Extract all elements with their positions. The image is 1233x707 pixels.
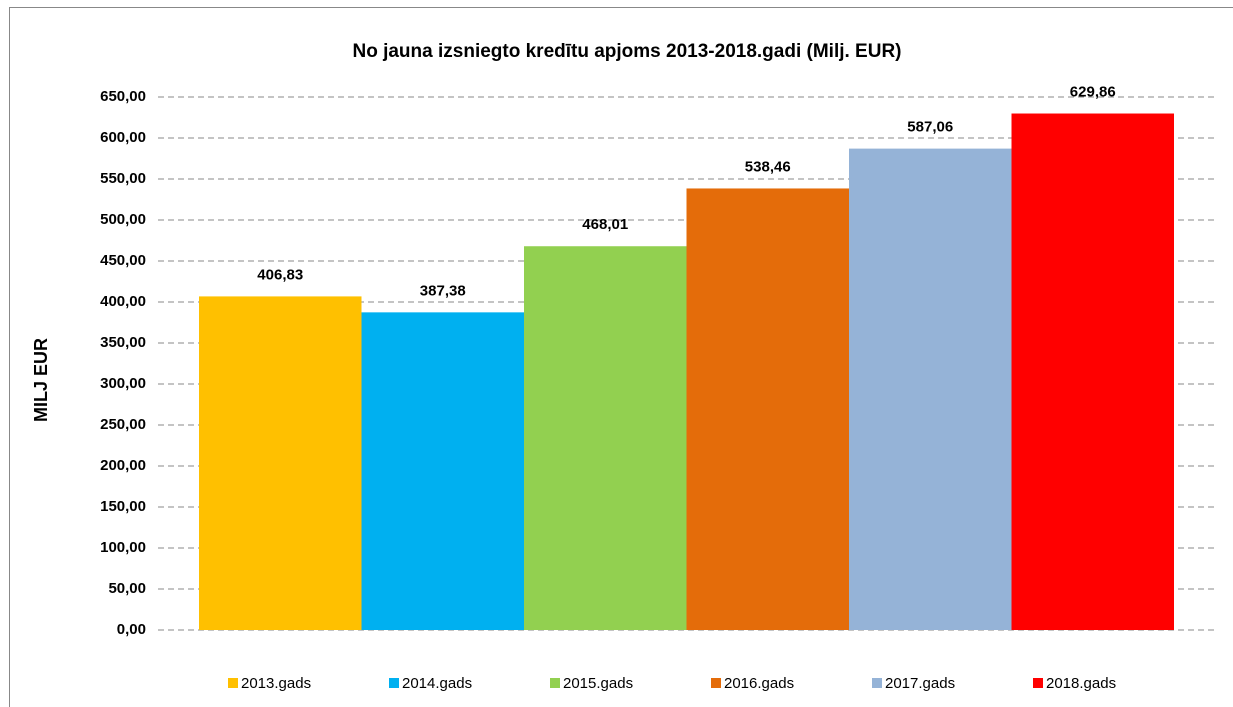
value-label: 387,38 <box>420 282 466 299</box>
legend-swatch <box>228 678 238 688</box>
y-tick-label: 100,00 <box>100 539 146 556</box>
bar <box>361 312 524 630</box>
legend-label: 2015.gads <box>563 675 633 692</box>
bar <box>524 246 687 630</box>
value-label: 468,01 <box>582 216 628 233</box>
chart-title: No jauna izsniegto kredītu apjoms 2013-2… <box>352 41 901 62</box>
legend-label: 2014.gads <box>402 675 472 692</box>
y-tick-label: 200,00 <box>100 457 146 474</box>
legend-swatch <box>872 678 882 688</box>
legend-label: 2018.gads <box>1046 675 1116 692</box>
y-tick-label: 450,00 <box>100 252 146 269</box>
y-tick-label: 300,00 <box>100 375 146 392</box>
y-tick-label: 500,00 <box>100 211 146 228</box>
value-label: 406,83 <box>257 266 303 283</box>
legend-label: 2016.gads <box>724 675 794 692</box>
value-label: 587,06 <box>907 119 953 136</box>
y-tick-label: 0,00 <box>117 621 146 638</box>
legend-swatch <box>1033 678 1043 688</box>
y-axis-label: MILJ EUR <box>31 338 51 422</box>
y-tick-label: 250,00 <box>100 416 146 433</box>
y-tick-label: 350,00 <box>100 334 146 351</box>
bar <box>199 296 362 630</box>
chart-frame <box>9 7 1233 707</box>
legend-label: 2013.gads <box>241 675 311 692</box>
y-tick-label: 650,00 <box>100 88 146 105</box>
bar <box>1011 113 1174 631</box>
y-tick-label: 50,00 <box>108 580 146 597</box>
legend-swatch <box>550 678 560 688</box>
y-tick-label: 550,00 <box>100 170 146 187</box>
value-label: 629,86 <box>1070 83 1116 100</box>
y-tick-label: 600,00 <box>100 129 146 146</box>
legend-label: 2017.gads <box>885 675 955 692</box>
y-tick-label: 400,00 <box>100 293 146 310</box>
y-tick-label: 150,00 <box>100 498 146 515</box>
bar <box>849 148 1012 631</box>
value-label: 538,46 <box>745 158 791 175</box>
bar <box>686 188 849 630</box>
legend-swatch <box>711 678 721 688</box>
legend-swatch <box>389 678 399 688</box>
